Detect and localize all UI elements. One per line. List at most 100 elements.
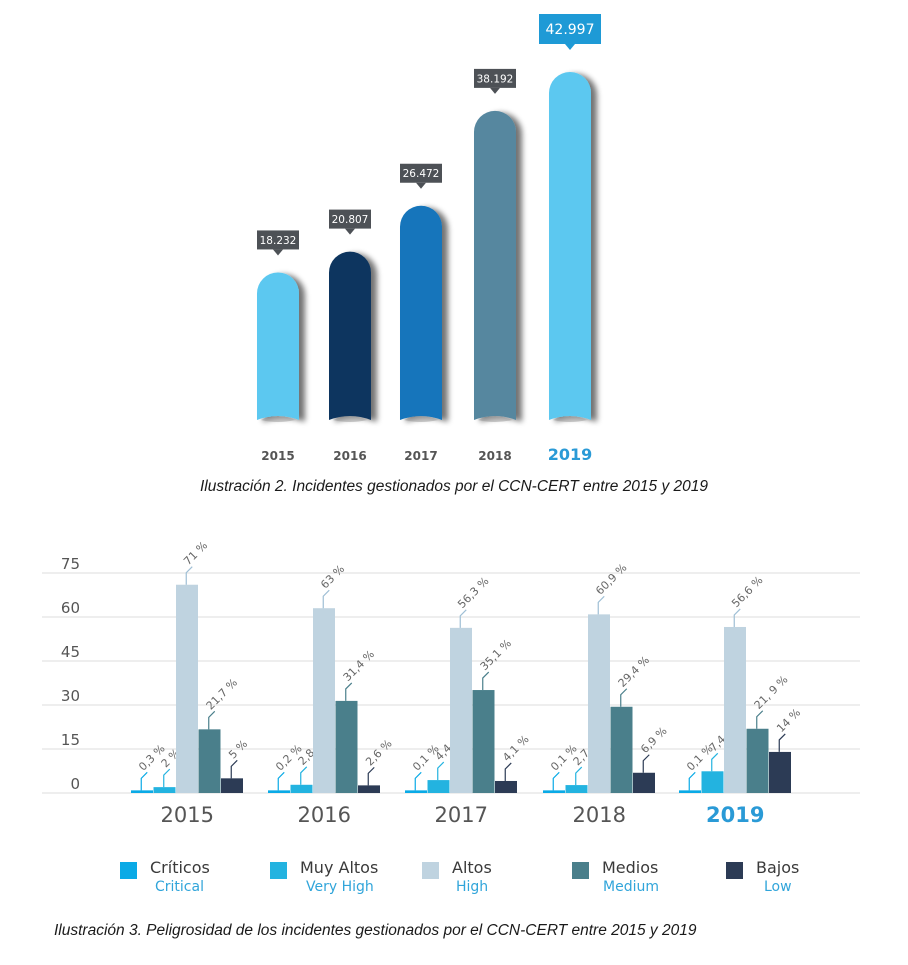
y-tick-label: 0 bbox=[70, 775, 80, 793]
label-leader bbox=[459, 609, 467, 628]
label-leader bbox=[778, 733, 786, 752]
label-leader bbox=[277, 771, 285, 791]
label-leader bbox=[504, 762, 512, 781]
legend-swatch bbox=[726, 862, 743, 879]
value-label-box bbox=[329, 209, 371, 229]
label-leader bbox=[620, 688, 628, 707]
chart-legend: Críticos Critical Muy Altos Very High Al… bbox=[0, 858, 908, 902]
data-label: 56,6 % bbox=[729, 574, 765, 610]
data-label: 21,7 % bbox=[204, 676, 240, 712]
x-tick-label: 2016 bbox=[298, 803, 351, 827]
value-label: 20.807 bbox=[332, 214, 369, 226]
bar-2015-medios bbox=[198, 729, 221, 793]
legend-swatch bbox=[572, 862, 589, 879]
data-label: 4,1 % bbox=[500, 733, 531, 764]
y-tick-label: 15 bbox=[61, 731, 80, 749]
bar-base-shadow bbox=[553, 416, 587, 422]
bar-base-shadow bbox=[478, 416, 512, 422]
label-leader bbox=[140, 771, 148, 791]
bar-2017-críticos bbox=[405, 790, 427, 793]
bar-2018-críticos bbox=[543, 790, 565, 793]
data-label: 14 % bbox=[774, 706, 803, 735]
data-label: 60,9 % bbox=[593, 561, 629, 597]
bar-base-shadow bbox=[261, 416, 295, 422]
bar-2018-altos bbox=[588, 614, 610, 793]
figure-3-caption: Ilustración 3. Peligrosidad de los incid… bbox=[54, 922, 697, 939]
bar-2019-medios bbox=[746, 728, 769, 793]
legend-sublabel: High bbox=[456, 879, 489, 895]
bar-base-shadow bbox=[404, 416, 438, 422]
x-tick-label: 2017 bbox=[435, 803, 488, 827]
label-leader bbox=[163, 768, 171, 788]
bar-2018 bbox=[474, 110, 516, 420]
value-label-box bbox=[474, 68, 516, 88]
x-tick-label: 2019 bbox=[548, 445, 593, 464]
bar-2016-críticos bbox=[268, 790, 290, 793]
bar-2015 bbox=[257, 272, 299, 420]
legend-sublabel: Very High bbox=[306, 879, 374, 895]
bar-2018-muy-altos bbox=[565, 785, 588, 793]
data-label: 29,4 % bbox=[616, 653, 652, 689]
bar-2015-muy-altos bbox=[153, 787, 176, 793]
x-tick-label: 2016 bbox=[333, 449, 366, 463]
bar-2019 bbox=[549, 72, 591, 420]
x-tick-label: 2017 bbox=[404, 449, 437, 463]
y-tick-label: 75 bbox=[61, 555, 80, 573]
bar-2016 bbox=[329, 251, 371, 420]
label-leader bbox=[367, 766, 375, 786]
y-tick-label: 60 bbox=[61, 599, 80, 617]
legend-swatch bbox=[120, 862, 137, 879]
data-label: 31,4 % bbox=[341, 648, 377, 684]
x-tick-label: 2015 bbox=[261, 449, 294, 463]
label-leader bbox=[575, 766, 583, 786]
data-label: 71 % bbox=[181, 540, 210, 568]
legend-label: Bajos bbox=[756, 858, 800, 877]
data-label: 6,9 % bbox=[638, 724, 669, 755]
value-label-box bbox=[400, 163, 442, 183]
bar-2016-altos bbox=[313, 608, 335, 793]
data-label: 35,1 % bbox=[478, 637, 514, 673]
y-tick-label: 30 bbox=[61, 687, 80, 705]
legend-label: Críticos bbox=[150, 858, 210, 877]
label-leader bbox=[482, 671, 490, 691]
label-leader bbox=[185, 566, 193, 585]
data-label: 21, 9 % bbox=[752, 673, 791, 712]
value-label: 38.192 bbox=[477, 73, 514, 85]
label-leader bbox=[230, 759, 238, 779]
value-label-pointer bbox=[345, 228, 355, 235]
value-label-box bbox=[257, 230, 299, 250]
y-tick-label: 45 bbox=[61, 643, 80, 661]
bar-2019-muy-altos bbox=[701, 771, 724, 793]
bar-2016-muy-altos bbox=[290, 784, 313, 793]
incidents-bar-chart: 18.232 2015 20.807 2016 26.472 2017 38.192 2018… bbox=[257, 14, 601, 464]
bar-2019-altos bbox=[724, 626, 746, 793]
bar-base-shadow bbox=[333, 416, 367, 422]
label-leader bbox=[642, 754, 650, 773]
bar-2019-bajos bbox=[769, 751, 791, 793]
bar-2017-altos bbox=[450, 627, 472, 793]
x-tick-label: 2018 bbox=[478, 449, 511, 463]
legend-sublabel: Critical bbox=[155, 879, 204, 895]
legend-swatch bbox=[422, 862, 439, 879]
x-tick-label: 2018 bbox=[573, 803, 626, 827]
label-leader bbox=[597, 595, 605, 615]
x-tick-label: 2019 bbox=[706, 803, 764, 827]
value-label: 18.232 bbox=[260, 235, 297, 247]
bar-2017-medios bbox=[472, 690, 495, 793]
label-leader bbox=[437, 761, 445, 781]
value-label-pointer bbox=[565, 44, 575, 50]
data-label: 5 % bbox=[226, 737, 250, 761]
label-leader bbox=[300, 766, 308, 785]
label-leader bbox=[322, 589, 330, 609]
legend-sublabel: Low bbox=[764, 879, 792, 895]
legend-label: Medios bbox=[602, 858, 659, 877]
bar-2019-críticos bbox=[679, 790, 701, 793]
label-leader bbox=[345, 682, 353, 701]
legend-label: Altos bbox=[452, 858, 492, 877]
label-leader bbox=[414, 771, 422, 791]
bar-2017-bajos bbox=[495, 780, 517, 793]
data-label: 2,6 % bbox=[363, 737, 394, 768]
bar-2017-muy-altos bbox=[427, 780, 450, 793]
value-label: 26.472 bbox=[403, 168, 440, 180]
